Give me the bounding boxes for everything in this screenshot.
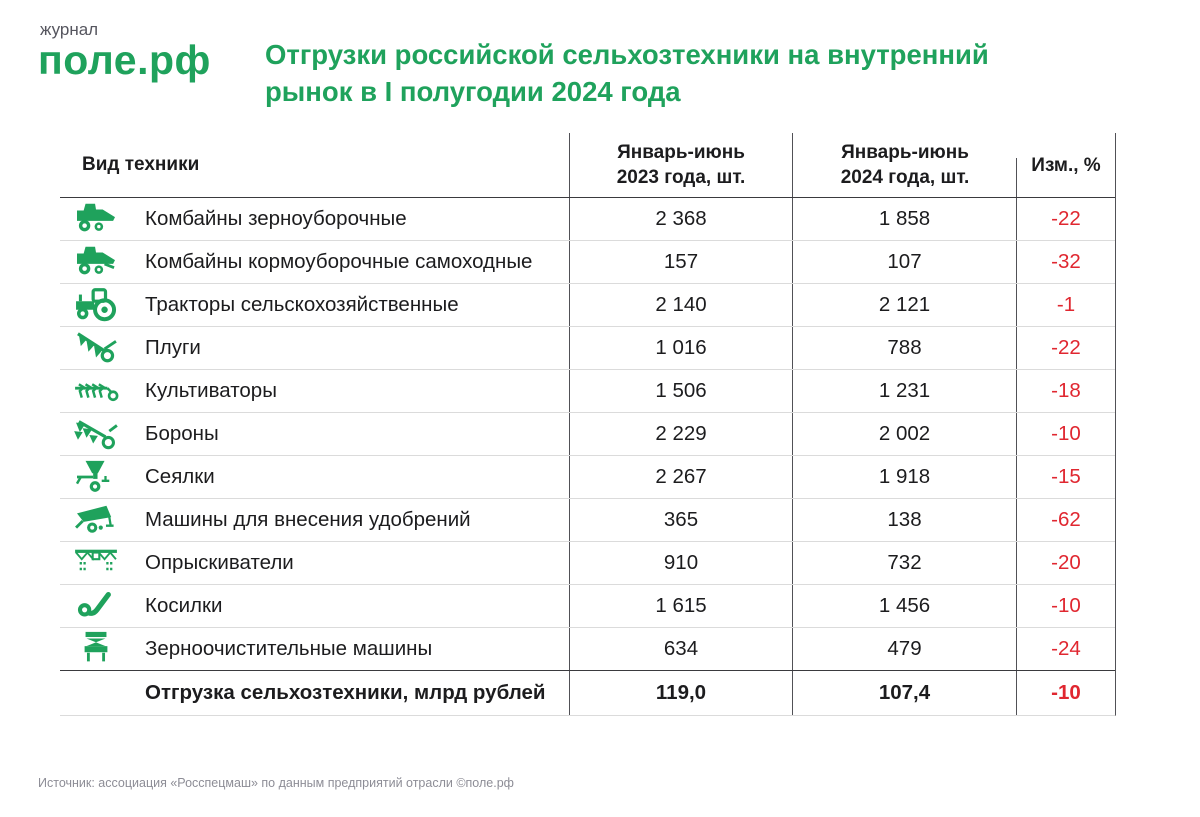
value-2023: 1 016 [570,327,793,369]
value-2024: 732 [793,542,1017,584]
cultivator-icon [60,372,132,410]
change-value: -62 [1051,508,1081,531]
change-value: -18 [1051,379,1081,402]
table-row: Машины для внесения удобрений 365 138 -6… [60,499,1115,542]
combine-harvester-icon [60,200,132,238]
summary-label: Отгрузка сельхозтехники, млрд рублей [145,681,546,704]
row-label: Тракторы сельскохозяйственные [145,293,459,316]
table-row: Тракторы сельскохозяйственные 2 140 2 12… [60,284,1115,327]
value-2024: 479 [793,628,1017,670]
value-2024: 1 858 [793,198,1017,240]
change-value: -20 [1051,551,1081,574]
value-2024: 1 918 [793,456,1017,498]
table-row: Опрыскиватели 910 732 -20 [60,542,1115,585]
table-row: Плуги 1 016 788 -22 [60,327,1115,370]
value-2024: 138 [793,499,1017,541]
change-value: -10 [1051,594,1081,617]
row-label: Косилки [145,594,223,617]
value-2023: 634 [570,628,793,670]
forage-harvester-icon [60,243,132,281]
tractor-icon [60,286,132,324]
change-value: -1 [1056,293,1076,316]
column-header-2024: Январь-июнь 2024 года, шт. [793,133,1017,197]
row-label: Культиваторы [145,379,277,402]
value-2023: 910 [570,542,793,584]
summary-value-2024: 107,4 [793,671,1017,715]
change-value: -22 [1051,207,1081,230]
value-2024: 107 [793,241,1017,283]
value-2023: 157 [570,241,793,283]
row-label: Комбайны зерноуборочные [145,207,407,230]
summary-change-value: -10 [1051,681,1081,704]
value-2024: 1 456 [793,585,1017,627]
summary-row: Отгрузка сельхозтехники, млрд рублей 119… [60,670,1115,715]
table-row: Комбайны зерноуборочные 2 368 1 858 -22 [60,198,1115,241]
logo-kicker: журнал [40,20,99,39]
value-2024: 1 231 [793,370,1017,412]
row-label: Комбайны кормоуборочные самоходные [145,250,533,273]
row-label: Зерноочистительные машины [145,637,433,660]
mower-icon [60,587,132,625]
value-2023: 365 [570,499,793,541]
change-value: -10 [1051,422,1081,445]
logo: журнал поле.рф [38,20,211,82]
table-header-row: Вид техники Январь-июнь 2023 года, шт. Я… [60,133,1115,198]
table-row: Сеялки 2 267 1 918 -15 [60,456,1115,499]
harrow-icon [60,415,132,453]
table-row: Зерноочистительные машины 634 479 -24 [60,628,1115,670]
value-2024: 788 [793,327,1017,369]
column-header-type: Вид техники [60,133,570,197]
grain-cleaner-icon [60,630,132,668]
row-label: Бороны [145,422,219,445]
value-2023: 2 140 [570,284,793,326]
table-row: Косилки 1 615 1 456 -10 [60,585,1115,628]
value-2023: 1 506 [570,370,793,412]
table-row: Комбайны кормоуборочные самоходные 157 1… [60,241,1115,284]
column-header-change: Изм., % [1031,154,1101,176]
row-label: Машины для внесения удобрений [145,508,471,531]
value-2023: 1 615 [570,585,793,627]
logo-name: поле.рф [38,37,211,83]
value-2024: 2 002 [793,413,1017,455]
row-label: Опрыскиватели [145,551,294,574]
value-2023: 2 267 [570,456,793,498]
data-table: Вид техники Январь-июнь 2023 года, шт. Я… [60,133,1116,716]
value-2023: 2 229 [570,413,793,455]
row-label: Плуги [145,336,201,359]
value-2024: 2 121 [793,284,1017,326]
change-value: -24 [1051,637,1081,660]
change-value: -22 [1051,336,1081,359]
sprayer-icon [60,544,132,582]
column-header-2023: Январь-июнь 2023 года, шт. [570,133,793,197]
table-row: Культиваторы 1 506 1 231 -18 [60,370,1115,413]
plow-icon [60,329,132,367]
page-title: Отгрузки российской сельхозтехники на вн… [265,39,989,107]
value-2023: 2 368 [570,198,793,240]
summary-value-2023: 119,0 [570,671,793,715]
row-label: Сеялки [145,465,215,488]
seeder-icon [60,458,132,496]
fertilizer-spreader-icon [60,501,132,539]
change-value: -32 [1051,250,1081,273]
source-note: Источник: ассоциация «Росспецмаш» по дан… [38,776,514,790]
table-body: Комбайны зерноуборочные 2 368 1 858 -22 … [60,198,1115,670]
table-row: Бороны 2 229 2 002 -10 [60,413,1115,456]
change-value: -15 [1051,465,1081,488]
